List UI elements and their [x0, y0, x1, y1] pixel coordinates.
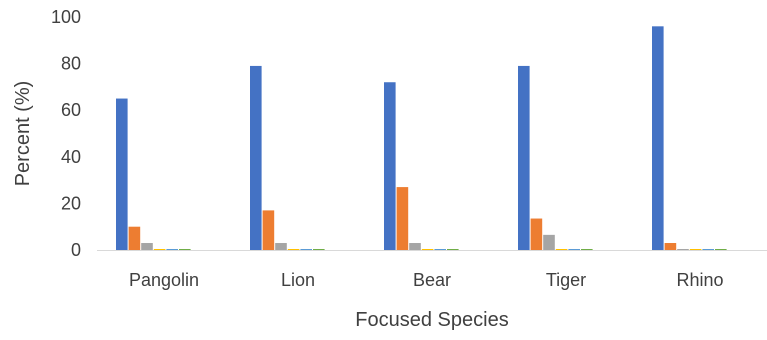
bar-tiger-series-2: [530, 218, 543, 250]
bar-lion-series-1: [250, 65, 262, 251]
bar-pangolin-series-2: [128, 226, 141, 250]
bar-rhino-series-4: [689, 249, 702, 250]
y-tick-label: 20: [61, 193, 81, 213]
bar-lion-series-3: [275, 243, 287, 250]
bar-pangolin-series-3: [141, 243, 153, 250]
bar-pangolin-series-5: [166, 249, 178, 250]
y-tick-label: 80: [61, 54, 81, 74]
bar-rhino-series-5: [702, 249, 714, 250]
bar-lion-series-6: [313, 249, 325, 250]
bar-pangolin-series-1: [116, 98, 128, 250]
y-axis-title: Percent (%): [12, 81, 34, 187]
x-axis-ticks: Pangolin Lion Bear Tiger Rhino: [129, 270, 724, 290]
x-tick-label-tiger: Tiger: [546, 270, 586, 290]
y-axis-ticks: 0 20 40 60 80 100: [51, 7, 81, 260]
bar-tiger-series-3: [543, 234, 555, 250]
bar-bear-series-6: [447, 249, 459, 250]
x-axis-title: Focused Species: [355, 309, 508, 331]
y-tick-label: 60: [61, 100, 81, 120]
bar-bear-series-3: [409, 243, 421, 250]
bar-bear-series-5: [434, 249, 446, 250]
bar-bear-series-2: [396, 187, 409, 250]
bar-lion-series-4: [287, 249, 300, 250]
bar-bear-series-4: [421, 249, 434, 250]
bar-tiger-series-4: [555, 249, 568, 250]
bars: [116, 26, 727, 251]
bar-rhino-series-2: [664, 243, 677, 250]
bar-pangolin-series-6: [179, 249, 191, 250]
x-tick-label-rhino: Rhino: [676, 270, 723, 290]
x-tick-label-pangolin: Pangolin: [129, 270, 199, 290]
y-tick-label: 40: [61, 147, 81, 167]
bar-tiger-series-6: [581, 249, 593, 250]
bar-tiger-series-5: [568, 249, 580, 250]
y-tick-label: 100: [51, 7, 81, 27]
y-tick-label: 0: [71, 240, 81, 260]
bar-bear-series-1: [384, 82, 396, 251]
bar-rhino-series-3: [677, 249, 689, 250]
bar-tiger-series-1: [518, 65, 530, 251]
bar-lion-series-5: [300, 249, 312, 250]
bar-lion-series-2: [262, 210, 275, 250]
x-tick-label-lion: Lion: [281, 270, 315, 290]
bar-pangolin-series-4: [153, 249, 166, 250]
bar-rhino-series-6: [715, 249, 727, 250]
bar-rhino-series-1: [652, 26, 664, 250]
x-tick-label-bear: Bear: [413, 270, 451, 290]
